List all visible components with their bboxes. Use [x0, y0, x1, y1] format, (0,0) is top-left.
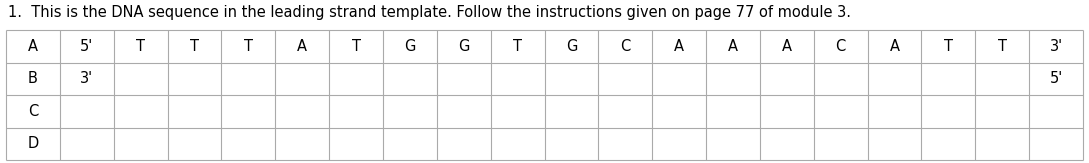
Text: T: T: [513, 39, 522, 54]
Text: G: G: [404, 39, 416, 54]
Text: T: T: [352, 39, 360, 54]
Text: 3': 3': [81, 71, 94, 86]
Text: C: C: [835, 39, 846, 54]
Text: A: A: [28, 39, 38, 54]
Text: 3': 3': [1050, 39, 1063, 54]
Text: D: D: [27, 136, 38, 151]
Text: T: T: [998, 39, 1006, 54]
Text: A: A: [890, 39, 900, 54]
Text: B: B: [28, 71, 38, 86]
Text: T: T: [244, 39, 253, 54]
Text: 1.  This is the DNA sequence in the leading strand template. Follow the instruct: 1. This is the DNA sequence in the leadi…: [8, 5, 851, 20]
Text: A: A: [674, 39, 684, 54]
Text: 5': 5': [1050, 71, 1063, 86]
Text: T: T: [944, 39, 953, 54]
Text: C: C: [28, 104, 38, 119]
Text: T: T: [189, 39, 199, 54]
Text: 5': 5': [81, 39, 94, 54]
Text: A: A: [727, 39, 738, 54]
Text: C: C: [620, 39, 631, 54]
Text: A: A: [782, 39, 792, 54]
Text: G: G: [458, 39, 469, 54]
Text: T: T: [136, 39, 145, 54]
Text: A: A: [297, 39, 307, 54]
Text: G: G: [566, 39, 577, 54]
